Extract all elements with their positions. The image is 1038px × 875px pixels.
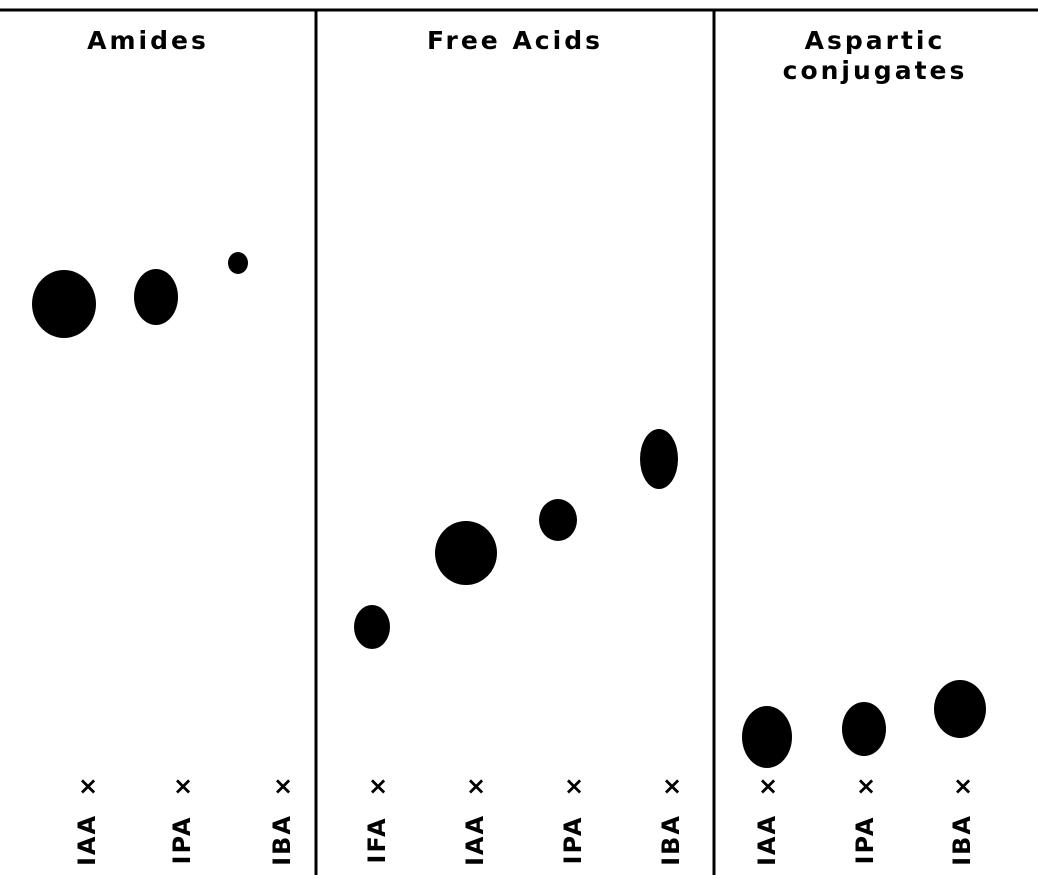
panel-title: conjugates bbox=[783, 56, 968, 85]
spot bbox=[934, 680, 986, 738]
origin-mark: × bbox=[564, 772, 584, 800]
panel-title: Amides bbox=[87, 26, 209, 55]
spot bbox=[354, 605, 390, 649]
origin-mark: × bbox=[466, 772, 486, 800]
frame bbox=[0, 10, 1038, 875]
origin-mark: × bbox=[78, 772, 98, 800]
origin-mark: × bbox=[856, 772, 876, 800]
lane-label: IFA bbox=[363, 816, 391, 863]
spot bbox=[435, 521, 497, 585]
lane-label: IPA bbox=[168, 816, 196, 865]
origin-mark: × bbox=[273, 772, 293, 800]
lane-label: IAA bbox=[461, 814, 489, 866]
origin-mark: × bbox=[662, 772, 682, 800]
lane-label: IPA bbox=[559, 816, 587, 865]
origin-mark: × bbox=[173, 772, 193, 800]
lane-label: IBA bbox=[657, 814, 685, 866]
lane-label: IBA bbox=[948, 814, 976, 866]
spot bbox=[640, 429, 678, 489]
lane-label: IPA bbox=[851, 816, 879, 865]
panel-title: Free Acids bbox=[427, 26, 603, 55]
spot bbox=[228, 252, 248, 274]
spot bbox=[742, 706, 792, 768]
origin-mark: × bbox=[758, 772, 778, 800]
spots bbox=[32, 252, 986, 768]
spot bbox=[134, 269, 178, 325]
origin-mark: × bbox=[953, 772, 973, 800]
origin-mark: × bbox=[368, 772, 388, 800]
lane-label: IAA bbox=[753, 814, 781, 866]
lane-label: IAA bbox=[73, 814, 101, 866]
spot bbox=[842, 702, 886, 756]
lane-label: IBA bbox=[268, 814, 296, 866]
chromatogram: Amides × IAA × IPA × IBA Free Acids × IFA × IAA × IPA… bbox=[0, 0, 1038, 875]
spot bbox=[32, 270, 96, 338]
panel-title: Aspartic bbox=[805, 26, 946, 55]
spot bbox=[539, 499, 577, 541]
